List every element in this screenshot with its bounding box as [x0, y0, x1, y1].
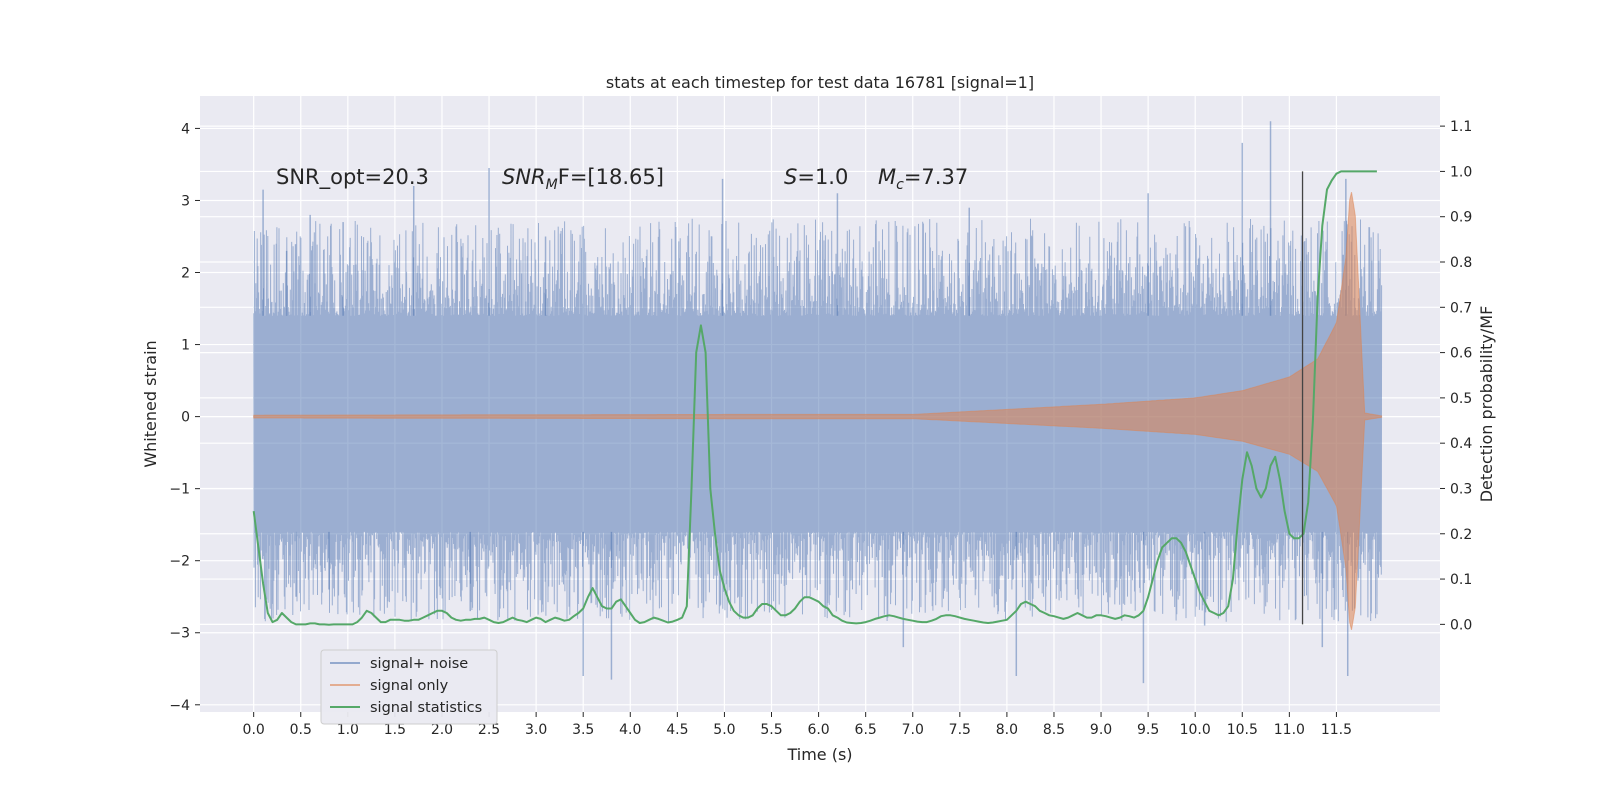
y-right-tick-label: 0.8	[1450, 255, 1472, 271]
y-right-tick-label: 0.1	[1450, 572, 1472, 588]
y-left-tick-label: 1	[181, 338, 190, 354]
y-right-tick-label: 0.6	[1450, 346, 1472, 362]
y-right-tick-label: 0.2	[1450, 527, 1472, 543]
x-tick-label: 5.0	[713, 722, 735, 738]
annotation-snr-mf: SNRMF=[18.65]	[502, 165, 664, 193]
y-right-tick-label: 0.9	[1450, 210, 1472, 226]
signal-only-series	[253, 191, 1383, 631]
y-left-tick-label: −2	[169, 554, 190, 570]
y-right-tick-label: 0.3	[1450, 481, 1472, 497]
x-tick-label: 0.0	[243, 722, 265, 738]
x-tick-label: 11.5	[1321, 722, 1352, 738]
x-tick-label: 9.5	[1137, 722, 1159, 738]
x-tick-label: 9.0	[1090, 722, 1112, 738]
annotation-snr-mf-main: SNR	[502, 165, 546, 189]
x-tick-label: 2.5	[478, 722, 500, 738]
signal-statistics-series	[252, 170, 1377, 626]
x-tick-label: 10.0	[1180, 722, 1211, 738]
annotation-snr-mf-sub: M	[546, 177, 558, 193]
y-left-tick-label: −4	[169, 698, 190, 714]
x-tick-label: 6.0	[807, 722, 829, 738]
annotation-mc: Mc=7.37	[878, 165, 968, 193]
y-left-tick-label: −3	[169, 626, 190, 642]
annotation-snr-opt: SNR_opt=20.3	[276, 165, 429, 190]
annotation-mc-tail: =7.37	[904, 165, 968, 189]
y-right-tick-label: 0.4	[1450, 436, 1472, 452]
y-right-tick-label: 0.5	[1450, 391, 1472, 407]
signal-noise-series	[253, 121, 1383, 684]
y-left-tick-label: 3	[181, 193, 190, 209]
y-left-tick-label: −1	[169, 482, 190, 498]
x-tick-label: 2.0	[431, 722, 453, 738]
x-tick-label: 0.5	[290, 722, 312, 738]
annotation-s: S=1.0	[784, 165, 848, 189]
y-left-tick-label: 0	[181, 410, 190, 426]
x-tick-label: 7.0	[902, 722, 924, 738]
x-tick-label: 3.5	[572, 722, 594, 738]
y-right-tick-label: 0.0	[1450, 617, 1472, 633]
y-axis-label-right: Detection probability/MF	[1477, 306, 1496, 503]
signal-noise-line	[253, 218, 1383, 622]
y-right-tick-label: 1.0	[1450, 164, 1472, 180]
annotation-snr-mf-tail: F=[18.65]	[558, 165, 664, 189]
legend-label-signal-statistics: signal statistics	[370, 700, 482, 716]
signal-statistics-line	[252, 170, 1377, 626]
x-tick-label: 4.0	[619, 722, 641, 738]
y-axis-label-left: Whitened strain	[141, 340, 160, 467]
x-tick-label: 8.5	[1043, 722, 1065, 738]
x-tick-label: 11.0	[1274, 722, 1305, 738]
x-tick-label: 1.0	[337, 722, 359, 738]
annotation-s-tail: =1.0	[797, 165, 848, 189]
x-tick-label: 7.5	[949, 722, 971, 738]
legend-label-signal-noise: signal+ noise	[370, 656, 468, 672]
x-tick-label: 6.5	[855, 722, 877, 738]
legend-label-signal-only: signal only	[370, 678, 449, 694]
annotation-mc-sub: c	[896, 177, 904, 193]
chart-title: stats at each timestep for test data 167…	[606, 73, 1034, 92]
x-tick-label: 4.5	[666, 722, 688, 738]
axis-ticks: 0.0 0.5 1.0 1.5 2.0 2.5 3.0 3.5 4.0 4.5 5.0 5.5 6.0 6…	[169, 119, 1472, 738]
y-right-tick-label: 1.1	[1450, 119, 1472, 135]
x-tick-label: 1.5	[384, 722, 406, 738]
y-left-tick-label: 4	[181, 121, 190, 137]
y-right-tick-label: 0.7	[1450, 300, 1472, 316]
x-tick-label: 5.5	[760, 722, 782, 738]
legend-box	[320, 649, 498, 725]
annotation-s-main: S	[784, 165, 797, 189]
x-tick-label: 3.0	[525, 722, 547, 738]
annotation-mc-main: M	[878, 165, 896, 189]
y-left-tick-label: 2	[181, 266, 190, 282]
x-tick-label: 10.5	[1227, 722, 1258, 738]
x-tick-label: 8.0	[996, 722, 1018, 738]
signal-only-envelope	[253, 191, 1383, 631]
legend: signal+ noise signal only signal statist…	[320, 649, 498, 725]
x-axis-label: Time (s)	[786, 745, 852, 764]
